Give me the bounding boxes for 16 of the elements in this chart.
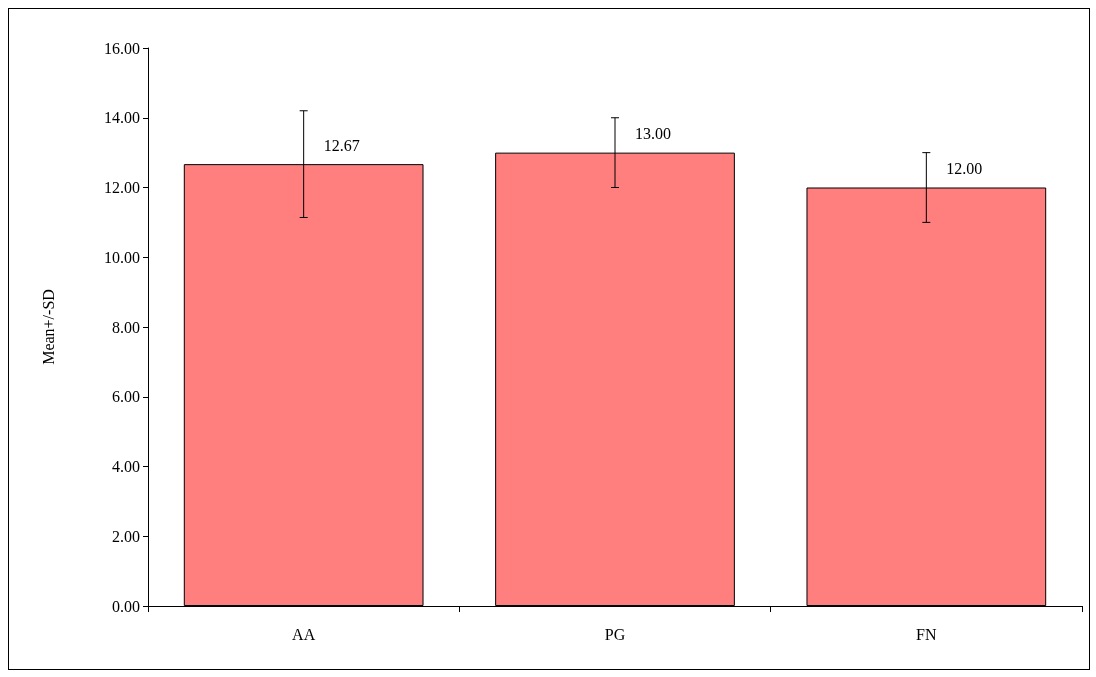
y-tick-label: 12.00	[104, 179, 140, 196]
y-tick-label: 4.00	[112, 458, 140, 475]
y-tick-label: 2.00	[112, 527, 140, 545]
x-tick-label: AA	[292, 625, 316, 643]
y-tick-label: 10.00	[104, 248, 140, 266]
y-tick-label: 16.00	[104, 39, 140, 57]
y-tick-label: 14.00	[104, 109, 140, 127]
data-label: 12.67	[323, 136, 360, 154]
x-tick-label: PG	[604, 625, 626, 643]
y-tick-label: 0.00	[112, 597, 140, 615]
x-tick-label: FN	[916, 625, 938, 643]
y-tick-label: 6.00	[112, 388, 140, 406]
y-tick-label: 8.00	[112, 318, 140, 336]
data-label: 12.00	[946, 160, 983, 177]
y-axis-title: Mean+/-SD	[39, 289, 57, 365]
data-label: 13.00	[635, 125, 671, 143]
